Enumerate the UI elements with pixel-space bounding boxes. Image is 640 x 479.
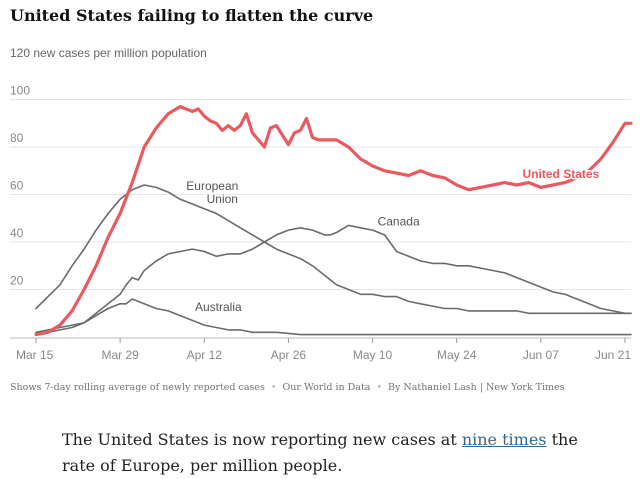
series-label-canada: Canada bbox=[378, 214, 420, 228]
nine-times-link[interactable]: nine times bbox=[461, 430, 547, 449]
y-tick-label: 80 bbox=[10, 131, 24, 145]
line-chart: 20 40 60 80 100 Canada European Union Australia… bbox=[10, 84, 633, 362]
y-tick-label: 20 bbox=[10, 274, 24, 288]
chart-footer: Shows 7-day rolling average of newly rep… bbox=[10, 382, 564, 393]
series-line-australia bbox=[35, 298, 632, 336]
series-label-european-union: European Union bbox=[186, 179, 238, 206]
series-line-european-union bbox=[35, 184, 632, 315]
x-tick-label: Apr 12 bbox=[187, 348, 223, 362]
y-tick-label: 60 bbox=[10, 179, 24, 193]
chart-title: United States failing to flatten the cur… bbox=[10, 6, 374, 25]
footer-separator: • bbox=[270, 382, 277, 393]
series-label-united-states: United States bbox=[523, 167, 600, 181]
y-tick-label: 40 bbox=[10, 226, 24, 240]
series-label-australia: Australia bbox=[195, 300, 242, 314]
article-text-before: The United States is now reporting new c… bbox=[62, 430, 462, 449]
x-tick-label: May 10 bbox=[353, 348, 393, 362]
x-tick-label: Jun 07 bbox=[523, 348, 559, 362]
x-tick-label: Mar 15 bbox=[16, 348, 54, 362]
series-line-united-states bbox=[34, 104, 633, 337]
x-tick-label: Jun 21 bbox=[595, 348, 631, 362]
footer-separator: • bbox=[376, 382, 383, 393]
x-tick-label: Mar 29 bbox=[101, 348, 139, 362]
article-paragraph: The United States is now reporting new c… bbox=[62, 427, 582, 479]
series-line-canada bbox=[35, 224, 632, 334]
footer-note: Shows 7-day rolling average of newly rep… bbox=[10, 382, 265, 393]
y-tick-label: 100 bbox=[10, 84, 30, 98]
footer-source: Our World in Data bbox=[282, 382, 371, 393]
x-tick-label: May 24 bbox=[437, 348, 477, 362]
y-axis-label: 120 new cases per million population bbox=[10, 46, 207, 60]
footer-byline: By Nathaniel Lash | New York Times bbox=[388, 382, 565, 393]
x-tick-label: Apr 26 bbox=[271, 348, 307, 362]
article-text-after: the rate of Europe, per million people. bbox=[62, 430, 578, 475]
